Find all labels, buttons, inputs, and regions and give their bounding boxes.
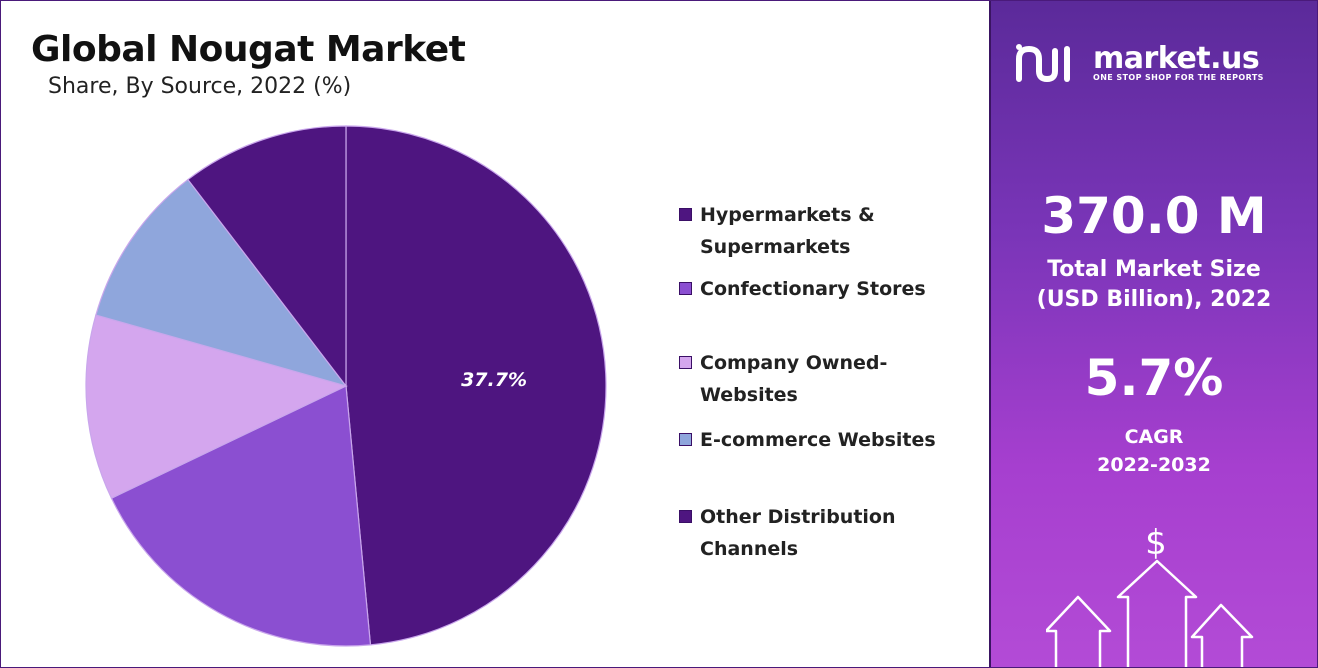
pie-slice-confectionary [110,385,372,647]
legend-item-ecommerce: E-commerce Websites [679,426,970,456]
legend-item-company-owned: Company Owned-Websites [679,349,930,411]
pie-chart: 37.7% [85,125,607,647]
chart-title: Global Nougat Market [31,29,466,70]
growth-arrows-icon: $ [1046,523,1254,667]
legend-swatch-confectionary [679,282,692,295]
growth-arrow-right [1190,603,1254,667]
brand-logo: market.us ONE STOP SHOP FOR THE REPORTS [1013,41,1303,87]
market-size-label-line2: (USD Billion), 2022 [1036,287,1272,312]
market-size-value: 370.0 M [1041,187,1267,245]
cagr-value: 5.7% [1084,349,1224,407]
legend-swatch-hypermarkets [679,208,692,221]
brand-name: market.us [1093,41,1260,76]
legend-label-ecommerce: E-commerce Websites [700,429,936,451]
legend-item-hypermarkets: Hypermarkets & Supermarkets [679,201,970,263]
growth-arrow-center [1116,559,1198,667]
legend-swatch-other [679,510,692,523]
cagr-label-line2: 2022-2032 [1097,454,1211,476]
legend-item-other: Other Distribution Channels [679,503,930,565]
legend-label-company-owned: Company Owned-Websites [700,352,888,406]
legend-label-confectionary: Confectionary Stores [700,278,926,300]
pie-slice-other [187,125,347,388]
pie-label-hypermarkets: 37.7% [461,369,527,391]
legend-swatch-company-owned [679,356,692,369]
chart-panel: Global Nougat Market Share, By Source, 2… [1,1,989,667]
chart-subtitle: Share, By Source, 2022 (%) [48,74,352,99]
pie-slice-hypermarkets [345,125,607,646]
legend-swatch-ecommerce [679,433,692,446]
legend-label-hypermarkets: Hypermarkets & Supermarkets [700,204,875,258]
market-us-logo-icon [1016,44,1070,83]
brand-tagline: ONE STOP SHOP FOR THE REPORTS [1093,73,1264,82]
cagr-label-line1: CAGR [1124,426,1184,448]
legend-item-confectionary: Confectionary Stores [679,275,970,305]
pie-slice-company-owned [85,314,348,499]
stats-panel: market.us ONE STOP SHOP FOR THE REPORTS … [989,1,1317,667]
market-size-label-line1: Total Market Size [1047,257,1261,282]
dollar-icon: $ [1145,523,1167,563]
legend-label-other: Other Distribution Channels [700,506,896,560]
growth-arrow-left [1046,595,1112,667]
pie-slice-ecommerce [95,178,348,388]
